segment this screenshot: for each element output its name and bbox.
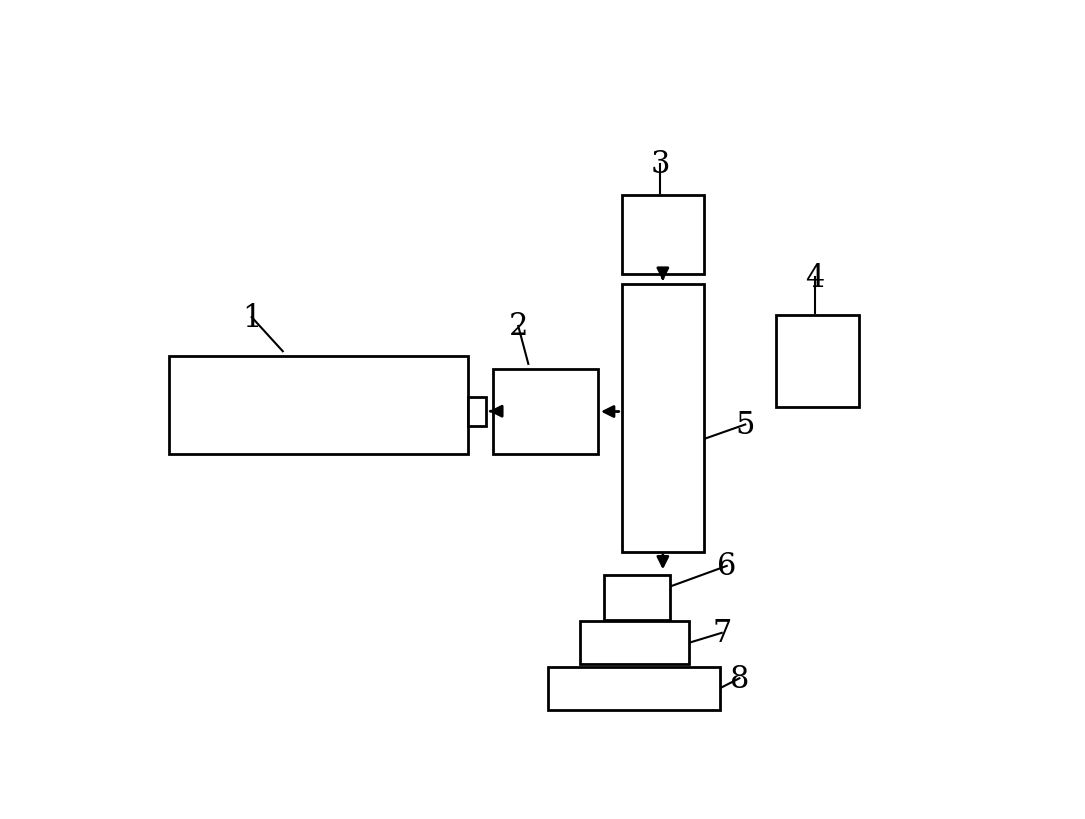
Bar	[169, 357, 468, 455]
Bar	[604, 575, 669, 621]
Bar	[622, 196, 704, 275]
Bar	[468, 397, 486, 426]
Bar	[493, 369, 598, 455]
Text: 7: 7	[712, 618, 731, 649]
Text: 6: 6	[717, 550, 737, 581]
Text: 3: 3	[651, 149, 671, 180]
Text: 2: 2	[509, 311, 528, 342]
Bar	[777, 316, 859, 407]
Text: 1: 1	[242, 302, 261, 333]
Bar	[622, 284, 704, 552]
Bar	[548, 667, 720, 710]
Text: 8: 8	[730, 663, 749, 694]
Bar	[579, 622, 689, 664]
Text: 5: 5	[736, 410, 755, 441]
Text: 4: 4	[805, 263, 825, 293]
